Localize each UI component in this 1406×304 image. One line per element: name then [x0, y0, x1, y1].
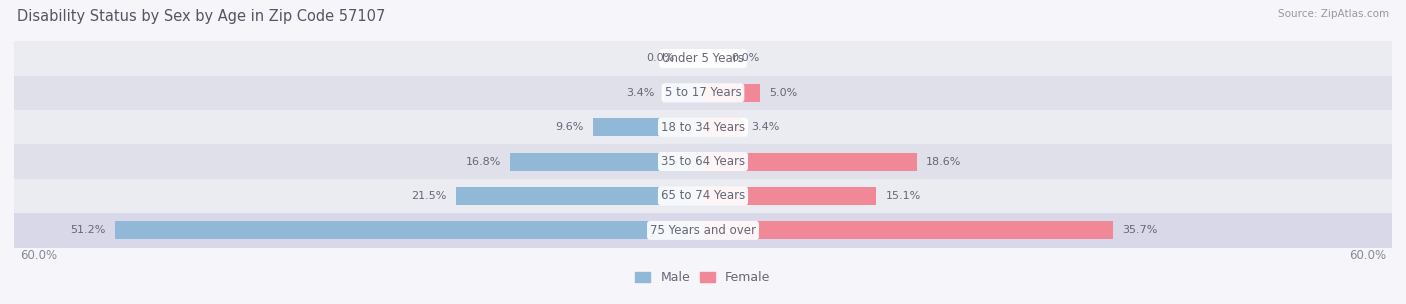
Bar — [703, 153, 917, 171]
Text: 5.0%: 5.0% — [769, 88, 797, 98]
Bar — [664, 84, 703, 102]
Text: 65 to 74 Years: 65 to 74 Years — [661, 189, 745, 202]
Text: Under 5 Years: Under 5 Years — [662, 52, 744, 65]
Text: 21.5%: 21.5% — [412, 191, 447, 201]
Legend: Male, Female: Male, Female — [630, 266, 776, 289]
Text: 5 to 17 Years: 5 to 17 Years — [665, 86, 741, 99]
Bar — [14, 213, 1392, 247]
Text: 9.6%: 9.6% — [555, 122, 583, 132]
Text: 35 to 64 Years: 35 to 64 Years — [661, 155, 745, 168]
Text: 0.0%: 0.0% — [731, 54, 761, 64]
Text: 18.6%: 18.6% — [925, 157, 962, 167]
Bar — [703, 118, 742, 136]
Bar — [14, 144, 1392, 179]
Bar — [703, 84, 761, 102]
Bar — [14, 179, 1392, 213]
Text: Disability Status by Sex by Age in Zip Code 57107: Disability Status by Sex by Age in Zip C… — [17, 9, 385, 24]
Bar — [14, 76, 1392, 110]
Text: 18 to 34 Years: 18 to 34 Years — [661, 121, 745, 134]
Text: 51.2%: 51.2% — [70, 225, 105, 235]
Bar — [14, 41, 1392, 76]
Text: 0.0%: 0.0% — [645, 54, 675, 64]
Text: 75 Years and over: 75 Years and over — [650, 224, 756, 237]
Text: 15.1%: 15.1% — [886, 191, 921, 201]
Text: 3.4%: 3.4% — [627, 88, 655, 98]
Bar — [703, 221, 1114, 239]
Text: 60.0%: 60.0% — [20, 249, 56, 262]
Text: 60.0%: 60.0% — [1350, 249, 1386, 262]
Text: Source: ZipAtlas.com: Source: ZipAtlas.com — [1278, 9, 1389, 19]
Bar — [510, 153, 703, 171]
Bar — [703, 187, 876, 205]
Bar — [456, 187, 703, 205]
Text: 3.4%: 3.4% — [751, 122, 779, 132]
Bar — [115, 221, 703, 239]
Bar — [593, 118, 703, 136]
Text: 35.7%: 35.7% — [1122, 225, 1157, 235]
Text: 16.8%: 16.8% — [465, 157, 501, 167]
Bar — [14, 110, 1392, 144]
